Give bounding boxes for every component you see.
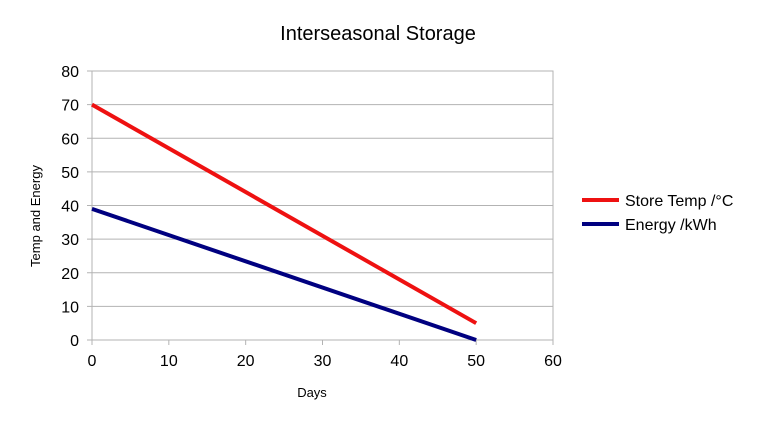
legend: Store Temp /°C Energy /kWh <box>582 193 733 234</box>
y-tick-label: 70 <box>61 98 79 115</box>
y-tick-label: 40 <box>61 199 79 216</box>
y-tick-label: 10 <box>61 299 79 316</box>
y-tick-label: 20 <box>61 266 79 283</box>
y-tick-label: 80 <box>61 64 79 81</box>
x-tick-label: 60 <box>544 353 562 370</box>
y-tick-label: 60 <box>61 131 79 148</box>
grid-lines <box>87 70 554 345</box>
series-line-0 <box>91 102 478 325</box>
y-tick-label: 30 <box>61 232 79 249</box>
plot-area <box>91 70 554 341</box>
y-tick-label: 50 <box>61 165 79 182</box>
x-tick-label: 20 <box>237 353 255 370</box>
x-tick-label: 50 <box>467 353 485 370</box>
x-axis-label: Days <box>297 385 327 400</box>
y-axis-ticks: 0 10 20 30 40 50 60 70 80 <box>61 64 79 350</box>
x-axis-ticks: 0 10 20 30 40 50 60 <box>88 353 562 370</box>
y-tick-label: 0 <box>70 333 79 350</box>
x-tick-label: 0 <box>88 353 97 370</box>
y-axis-label: Temp and Energy <box>28 165 43 267</box>
chart-title: Interseasonal Storage <box>280 23 476 45</box>
series-line-1 <box>91 206 477 342</box>
legend-label: Store Temp /°C <box>625 193 733 210</box>
legend-label: Energy /kWh <box>625 217 717 234</box>
x-tick-label: 10 <box>160 353 178 370</box>
series-lines <box>91 102 478 342</box>
x-tick-label: 30 <box>314 353 332 370</box>
x-tick-label: 40 <box>390 353 408 370</box>
